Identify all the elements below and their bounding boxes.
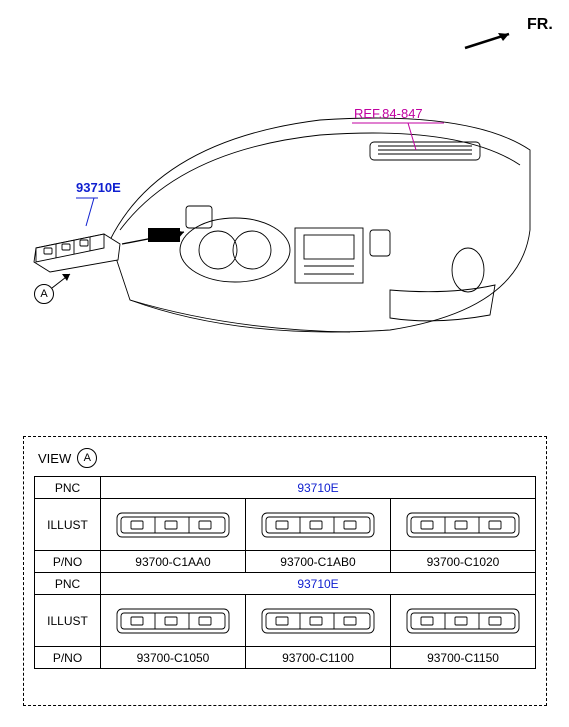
illust-cell — [246, 595, 391, 647]
switch-variant-icon — [113, 507, 233, 543]
parts-table: PNC 93710E ILLUST — [34, 476, 536, 669]
pnc-value: 93710E — [101, 573, 536, 595]
detail-marker-letter: A — [40, 288, 47, 300]
table-row-pno: P/NO 93700-C1AA0 93700-C1AB0 93700-C1020 — [35, 551, 536, 573]
illust-cell — [101, 499, 246, 551]
switch-variant-icon — [403, 507, 523, 543]
table-row-pnc: PNC 93710E — [35, 477, 536, 499]
part-number-cell: 93700-C1150 — [391, 647, 536, 669]
pno-header: P/NO — [35, 551, 101, 573]
part-number-cell: 93700-C1020 — [391, 551, 536, 573]
pnc-value: 93710E — [101, 477, 536, 499]
pnc-header: PNC — [35, 573, 101, 595]
ref-callout-label: REF.84-847 — [354, 106, 423, 121]
view-title-marker: A — [77, 448, 97, 468]
switch-callout-label: 93710E — [76, 180, 121, 195]
ref-callout-leader — [348, 120, 448, 154]
part-number-cell: 93700-C1AA0 — [101, 551, 246, 573]
switch-assembly-illustration — [30, 224, 130, 274]
switch-leader-line — [118, 228, 188, 248]
part-number-cell: 93700-C1050 — [101, 647, 246, 669]
illust-cell — [391, 595, 536, 647]
switch-variant-icon — [258, 603, 378, 639]
part-number-cell: 93700-C1100 — [246, 647, 391, 669]
view-title-marker-letter: A — [84, 452, 91, 464]
table-row-illust: ILLUST — [35, 595, 536, 647]
table-row-illust: ILLUST — [35, 499, 536, 551]
illust-header: ILLUST — [35, 595, 101, 647]
illust-cell — [101, 595, 246, 647]
table-row-pnc: PNC 93710E — [35, 573, 536, 595]
illust-header: ILLUST — [35, 499, 101, 551]
illust-cell — [246, 499, 391, 551]
part-number-cell: 93700-C1AB0 — [246, 551, 391, 573]
view-title-prefix: VIEW — [38, 451, 71, 466]
switch-variant-icon — [258, 507, 378, 543]
switch-variant-icon — [113, 603, 233, 639]
pnc-header: PNC — [35, 477, 101, 499]
diagram-canvas: FR. — [0, 0, 569, 727]
detail-marker-leader — [50, 272, 72, 290]
orientation-arrow — [463, 28, 523, 54]
pno-header: P/NO — [35, 647, 101, 669]
illust-cell — [391, 499, 536, 551]
view-detail-title: VIEW A — [38, 448, 97, 468]
switch-variant-icon — [403, 603, 523, 639]
table-row-pno: P/NO 93700-C1050 93700-C1100 93700-C1150 — [35, 647, 536, 669]
dashboard-illustration — [90, 80, 540, 370]
orientation-label: FR. — [527, 16, 553, 34]
switch-callout-leader — [72, 196, 102, 230]
